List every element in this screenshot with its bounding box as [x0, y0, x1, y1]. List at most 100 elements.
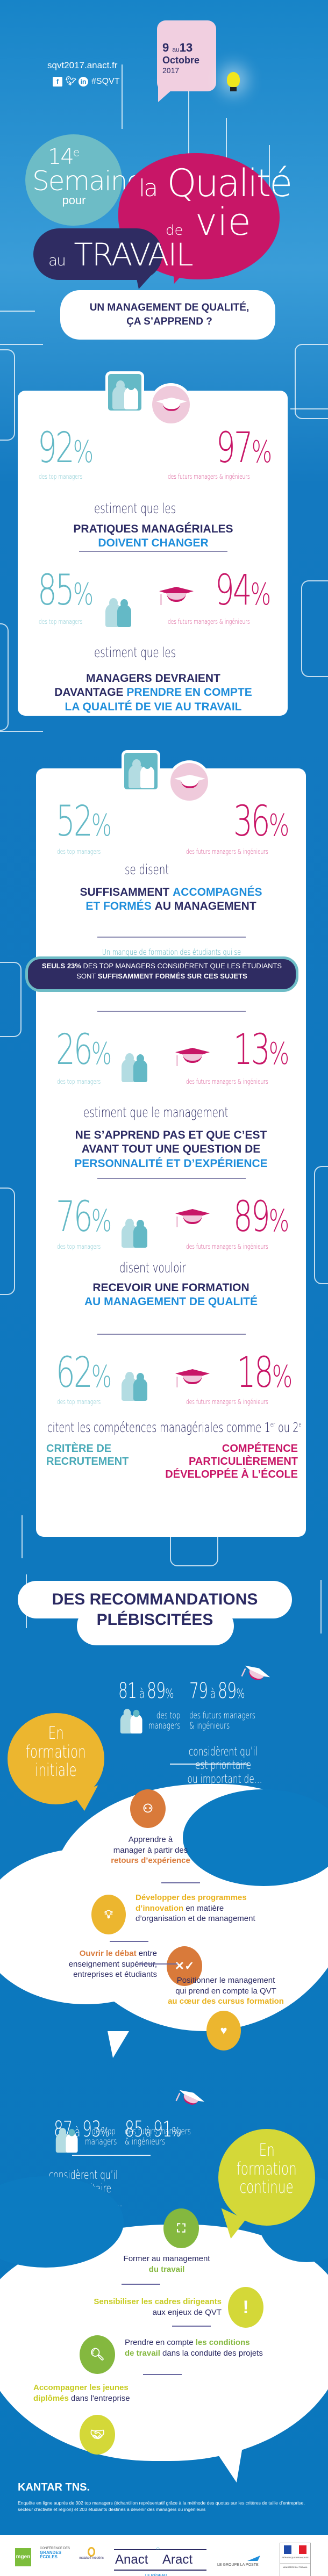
cge-logo[interactable]: CONFÉRENCE DES GRANDES ÉCOLES [40, 2547, 70, 2560]
formation-continue-bubble: En formation continue [218, 2129, 315, 2226]
range-top-managers: 81 à 89% [118, 1679, 174, 1703]
stat-percent-top: 92% [38, 424, 94, 472]
reseau-label: LE RÉSEAU [145, 2574, 167, 2576]
stat-statement: SUFFISAMMENT ACCOMPAGNÉS ET FORMÉS AU MA… [80, 886, 262, 913]
circuit-line [0, 731, 43, 732]
laposte-logo[interactable]: LE GROUPE LA POSTE [217, 2556, 260, 2567]
divider [139, 1963, 177, 1965]
label-top-managers: des top managers [148, 1710, 181, 1731]
question-line2: ÇA S’APPREND ? [126, 315, 212, 327]
stat-percent-future: 36% [233, 797, 289, 846]
stat-statement: NE S’APPREND PAS ET QUE C’EST AVANT TOUT… [74, 1129, 268, 1170]
stat-lead-text: disent vouloir [119, 1260, 186, 1276]
heart-hands-icon: ♥ [206, 2011, 241, 2050]
stat-lead-text: se disent [125, 862, 169, 878]
label-top-managers: des top managers [85, 2126, 117, 2147]
label-future-managers: des futurs managers & ingénieurs [186, 1243, 268, 1250]
graduation-cap-icon [240, 1663, 272, 1687]
stat-percent-future: 18% [237, 1349, 293, 1397]
circuit-line [0, 349, 15, 441]
cloud-cutout [0, 2176, 124, 2268]
malakoff-logo[interactable]: malakoff médéric [79, 2547, 104, 2560]
stats-card-2 [36, 768, 306, 1537]
reco-item-4: Positionner le management qui prend en c… [168, 1976, 284, 2006]
lightbulb-icon: 💡︎ [91, 1895, 126, 1934]
circuit-line [320, 1580, 322, 1634]
twitter-icon[interactable]: 🐦︎ [66, 77, 77, 86]
label-future-managers: des futurs managers & ingénieurs [189, 1710, 255, 1731]
students-chat-icon [149, 383, 192, 426]
people-icon [129, 759, 155, 788]
lightbulb-icon [227, 72, 240, 87]
divider [97, 937, 246, 938]
people-icon [55, 2128, 79, 2153]
reco-item-2: Sensibiliser les cadres dirigeants aux e… [94, 2297, 222, 2317]
divider [161, 1882, 200, 1883]
divider [110, 1941, 148, 1942]
republique-francaise-logo[interactable]: RÉPUBLIQUE FRANÇAISE MINISTÈRE DU TRAVAI… [280, 2543, 311, 2576]
pour-word: pour [62, 193, 86, 207]
handshake-icon: 🤝︎ [80, 2415, 115, 2455]
date-connector: au [172, 46, 180, 53]
circuit-line [0, 1188, 15, 1295]
cloud-tail [108, 2031, 129, 2058]
circuit-line [226, 118, 227, 177]
stat-percent-top: 85% [38, 566, 94, 615]
circuit-line [122, 64, 123, 129]
stat-percent-top: 76% [56, 1193, 112, 1241]
graduation-cap-icon [175, 1369, 210, 1387]
la-word: la [139, 175, 158, 202]
students-chat-icon [168, 760, 211, 803]
circuit-line [0, 311, 35, 312]
reco-item-1: Apprendre à manager à partir des retours… [111, 1835, 190, 1865]
stat-lead-text: estiment que le management [83, 1105, 229, 1121]
linkedin-icon[interactable]: in [79, 77, 88, 87]
label-top-managers: des top managers [39, 618, 83, 625]
circle-icon: ○ [156, 2545, 160, 2552]
divider [172, 2326, 211, 2327]
circuit-line [22, 1515, 23, 1558]
reco-item-3: Ouvrir le débat entre enseignement supér… [68, 1949, 157, 1979]
stats-card-1 [18, 391, 288, 716]
mgen-logo[interactable]: mgen [15, 2548, 31, 2566]
formation-initiale-bubble: En formation initiale [8, 1713, 104, 1804]
social-links: f 🐦︎ in #SQVT [53, 77, 119, 87]
cloud-cutout [183, 1789, 328, 1886]
people-icon [120, 1709, 144, 1734]
reco-item-1: Former au management du travail [123, 2254, 210, 2274]
de-word: de [166, 222, 183, 239]
managers-chat-icon [105, 371, 144, 413]
divider [97, 1011, 246, 1012]
divider [170, 1764, 248, 1765]
laposte-bird-icon [247, 2556, 260, 2561]
circuit-line [0, 623, 9, 731]
facebook-icon[interactable]: f [53, 77, 62, 87]
range-future-managers: 85 à 91% [125, 2117, 180, 2142]
graduation-cap-icon [156, 397, 187, 414]
label-future-managers: des futurs managers & ingénieurs [186, 848, 268, 855]
circuit-line [188, 91, 189, 172]
partner-logos: mgen CONFÉRENCE DES GRANDES ÉCOLES malak… [0, 2535, 328, 2576]
stat-statement: PRATIQUES MANAGÉRIALES DOIVENT CHANGER [73, 523, 233, 550]
criterion-school: COMPÉTENCE PARTICULIÈREMENT DÉVELOPPÉE À… [165, 1443, 298, 1480]
anact-aract-logo[interactable]: Anact ○ Aract [114, 2545, 206, 2571]
reco-title-bubble [77, 1607, 234, 1645]
debate-icon: ✕✓ [167, 1946, 202, 1986]
divider [97, 1178, 246, 1179]
label-top-managers: des top managers [57, 1078, 101, 1085]
stat-percent-top: 26% [56, 1026, 112, 1074]
people-icon [122, 1219, 148, 1248]
au-word: au [48, 251, 66, 269]
graduation-cap-icon [174, 774, 205, 791]
people-icon [122, 1372, 148, 1401]
divider [122, 2284, 160, 2285]
hierarchy-icon: ⚇ [130, 1789, 166, 1828]
website-url[interactable]: sqvt2017.anact.fr [47, 60, 118, 70]
reco-item-4: Accompagner les jeunes diplômés dans l'e… [33, 2383, 130, 2403]
people-icon [105, 598, 132, 627]
travail-title: au TRAVAIL [48, 236, 194, 273]
people-icon [122, 1053, 148, 1082]
highlight-banner: SEULS 23% DES TOP MANAGERS CONSIDÈRENT Q… [25, 956, 298, 992]
graduation-cap-icon [175, 1048, 210, 1066]
date-end: 13 [179, 41, 193, 54]
